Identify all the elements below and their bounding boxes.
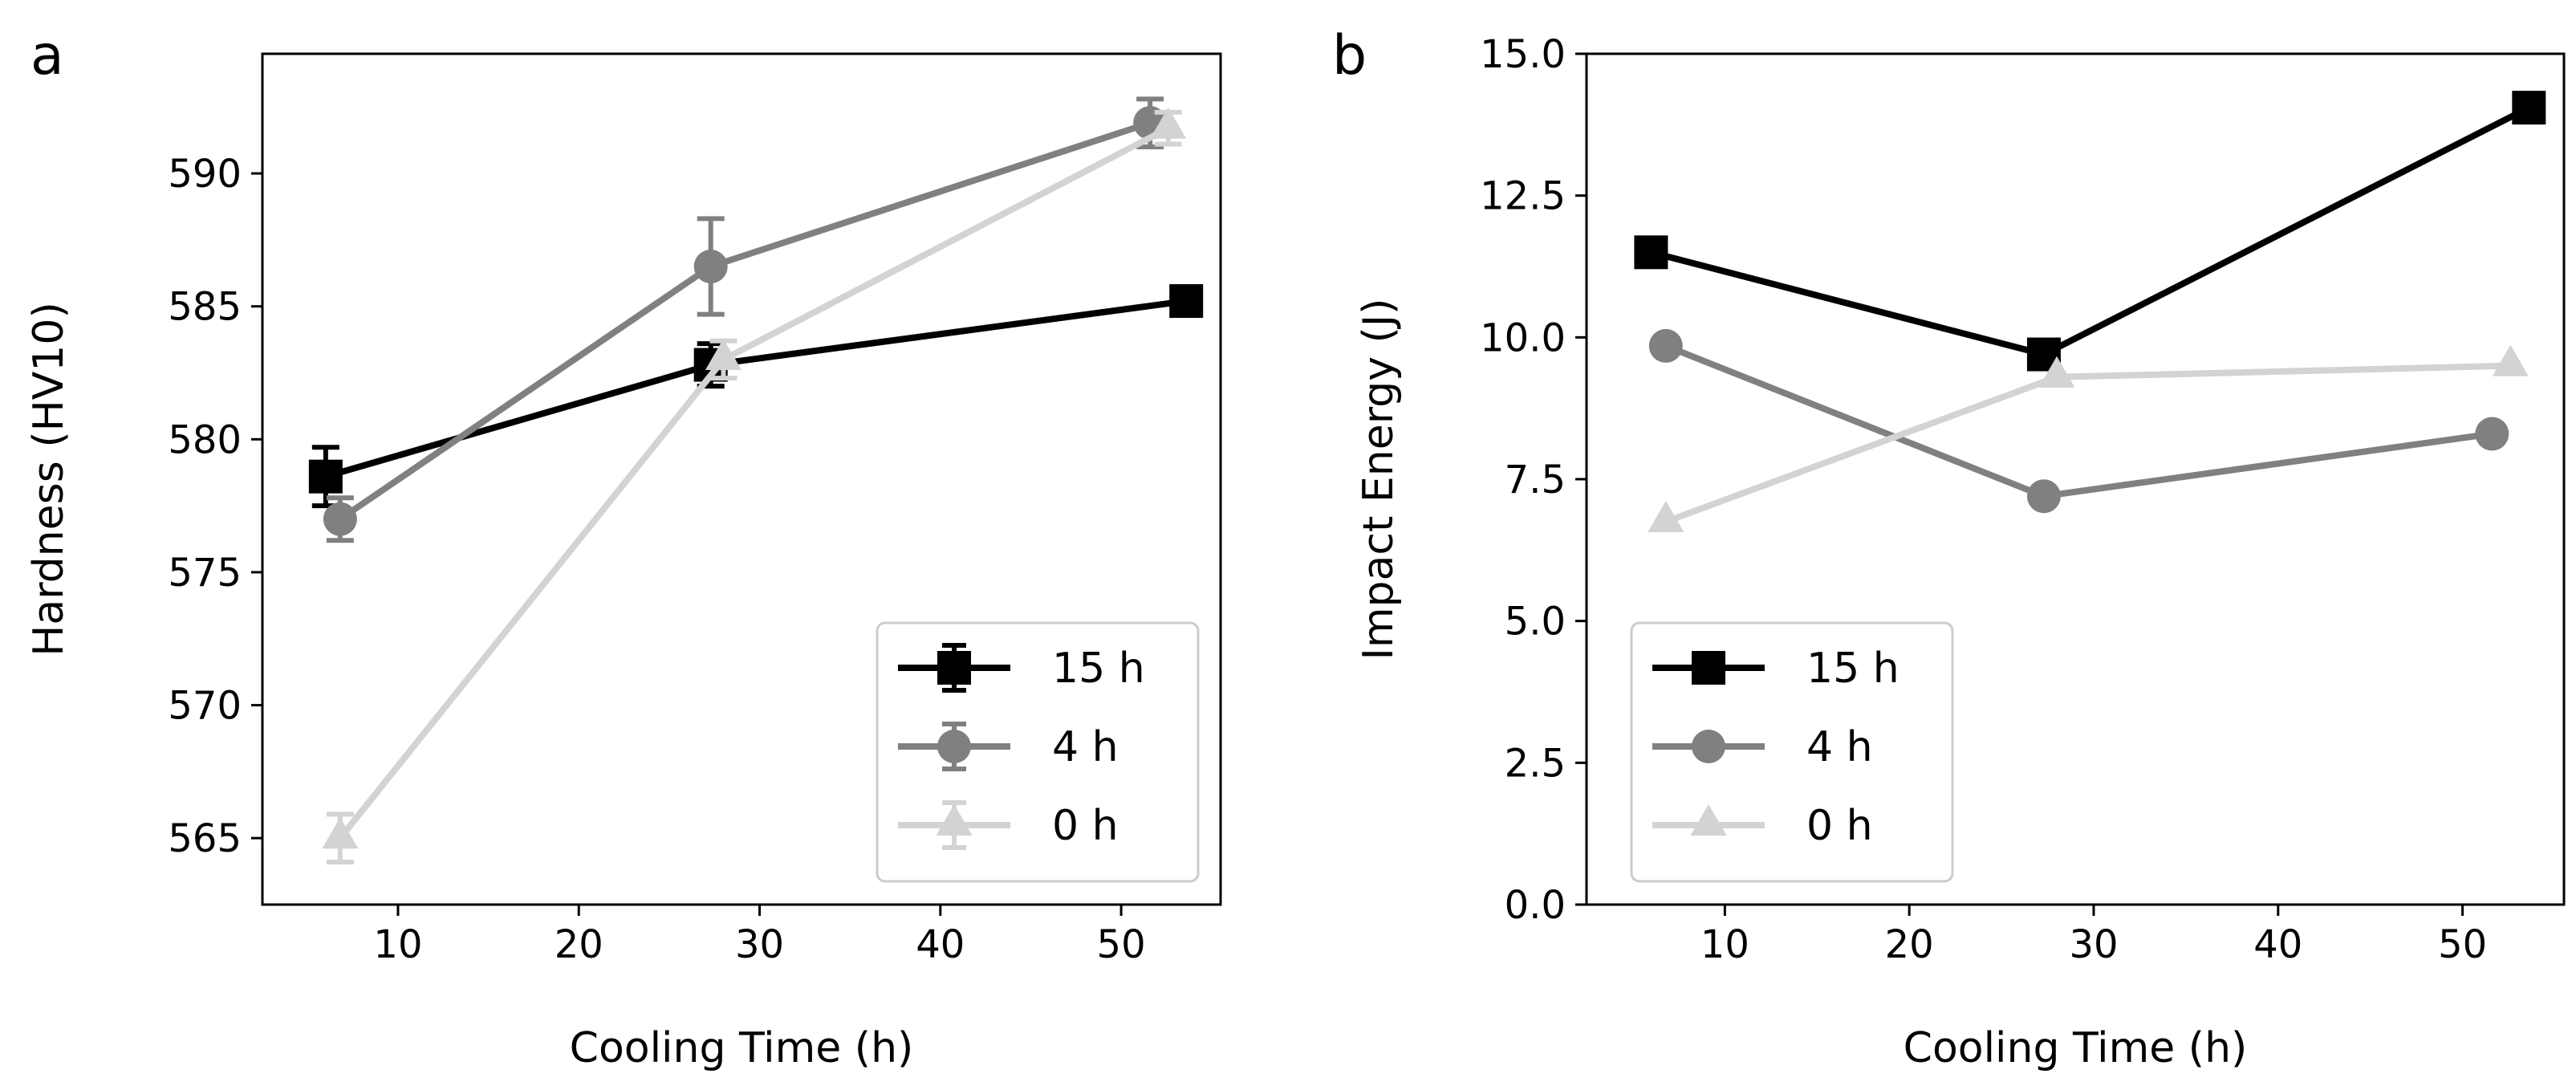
data-point bbox=[322, 817, 359, 849]
data-point bbox=[705, 338, 742, 370]
legend-entry: 4 h bbox=[1652, 723, 1873, 771]
legend-label: 4 h bbox=[1052, 723, 1119, 771]
series-line bbox=[1650, 104, 2531, 358]
data-point bbox=[2475, 417, 2509, 451]
x-tick-label: 10 bbox=[373, 922, 422, 967]
legend: 15 h 4 h 0 h bbox=[1630, 621, 1954, 883]
data-point bbox=[308, 459, 343, 494]
x-tick-label: 50 bbox=[2438, 922, 2487, 967]
legend-box bbox=[1630, 621, 1954, 883]
legend-marker bbox=[936, 803, 973, 836]
legend-marker bbox=[937, 730, 971, 763]
legend-entry: 0 h bbox=[898, 800, 1119, 850]
data-point bbox=[2026, 479, 2061, 514]
y-tick-label: 0.0 bbox=[1505, 883, 1566, 928]
y-tick-label: 5.0 bbox=[1505, 600, 1566, 645]
y-tick-label: 15.0 bbox=[1480, 32, 1566, 77]
data-point bbox=[2492, 344, 2529, 376]
legend-label: 0 h bbox=[1052, 802, 1119, 850]
x-axis-label: Cooling Time (h) bbox=[570, 1024, 914, 1072]
y-tick-label: 570 bbox=[168, 684, 242, 729]
data-point bbox=[1648, 500, 1684, 533]
plot-frame bbox=[261, 52, 1222, 906]
data-point bbox=[1150, 107, 1187, 139]
x-tick-label: 50 bbox=[1097, 922, 1146, 967]
data-point bbox=[1169, 284, 1204, 319]
x-tick-label: 10 bbox=[1700, 922, 1749, 967]
chart-panel-a: 10 20 30 40 50 565 570 575 580 585 590 Cooling Time… bbox=[25, 24, 1222, 1072]
x-tick-label: 20 bbox=[1885, 922, 1934, 967]
data-point bbox=[2512, 91, 2546, 125]
x-tick-label: 40 bbox=[916, 922, 965, 967]
series-0h bbox=[322, 107, 1187, 864]
legend-label: 0 h bbox=[1806, 802, 1873, 850]
y-tick-label: 590 bbox=[168, 152, 242, 197]
legend-entry: 15 h bbox=[898, 643, 1145, 693]
y-tick-label: 565 bbox=[168, 816, 242, 861]
series-4h bbox=[323, 96, 1168, 543]
data-point bbox=[1648, 328, 1683, 363]
legend-label: 15 h bbox=[1806, 645, 1899, 693]
legend-label: 15 h bbox=[1052, 645, 1145, 693]
y-axis-label: Impact Energy (J) bbox=[1355, 299, 1403, 661]
y-tick-label: 580 bbox=[168, 417, 242, 462]
legend-entry: 0 h bbox=[1652, 802, 1873, 850]
y-axis-label: Hardness (HV10) bbox=[25, 302, 73, 657]
x-tick-label: 30 bbox=[735, 922, 784, 967]
panel-label: a bbox=[30, 24, 64, 87]
x-tick-label: 30 bbox=[2069, 922, 2118, 967]
data-point bbox=[323, 502, 357, 536]
series-0h bbox=[1648, 344, 2529, 533]
series-line bbox=[324, 298, 1187, 480]
chart-panel-b: 10 20 30 40 50 0.0 2.5 5.0 7.5 10.0 12.5 15.0 Coolin… bbox=[1332, 24, 2566, 1072]
data-point bbox=[693, 250, 728, 283]
x-tick-label: 20 bbox=[555, 922, 603, 967]
y-tick-label: 10.0 bbox=[1480, 315, 1566, 360]
y-tick-label: 2.5 bbox=[1505, 741, 1566, 786]
legend-marker bbox=[1692, 651, 1725, 685]
data-point bbox=[2038, 356, 2075, 388]
series-4h bbox=[1648, 328, 2509, 514]
legend-entry: 4 h bbox=[898, 722, 1119, 771]
legend-entry: 15 h bbox=[1652, 645, 1899, 693]
legend-marker bbox=[937, 651, 971, 685]
y-tick-label: 7.5 bbox=[1505, 458, 1566, 502]
data-point bbox=[1634, 235, 1668, 270]
x-axis-label: Cooling Time (h) bbox=[1904, 1024, 2248, 1072]
legend-marker bbox=[1690, 803, 1727, 836]
legend-label: 4 h bbox=[1806, 723, 1873, 771]
series-15h bbox=[308, 284, 1204, 509]
y-tick-label: 575 bbox=[168, 551, 242, 596]
x-tick-label: 40 bbox=[2253, 922, 2302, 967]
series-line bbox=[1664, 362, 2511, 525]
legend-marker bbox=[1692, 730, 1725, 763]
legend-box bbox=[876, 621, 1200, 883]
y-tick-label: 12.5 bbox=[1480, 174, 1566, 219]
series-15h bbox=[1634, 91, 2546, 372]
panel-label: b bbox=[1332, 24, 1367, 87]
y-tick-label: 585 bbox=[168, 285, 242, 330]
legend: 15 h 4 h 0 h bbox=[876, 621, 1200, 883]
